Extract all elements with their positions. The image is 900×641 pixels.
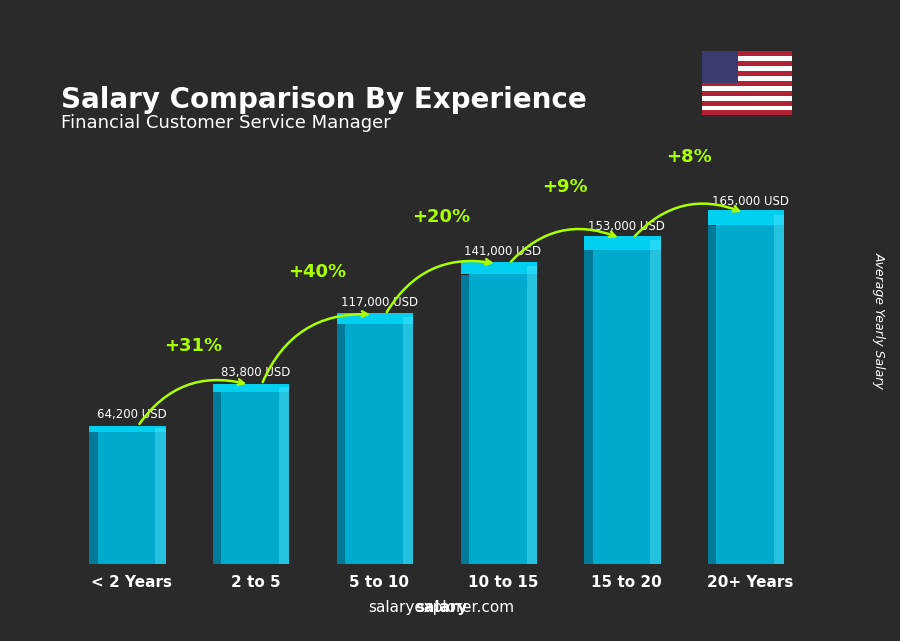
FancyBboxPatch shape	[526, 266, 537, 564]
FancyBboxPatch shape	[89, 426, 166, 432]
FancyBboxPatch shape	[584, 250, 592, 564]
Text: Financial Customer Service Manager: Financial Customer Service Manager	[61, 113, 391, 131]
Text: +20%: +20%	[412, 208, 470, 226]
Text: salaryexplorer.com: salaryexplorer.com	[368, 600, 514, 615]
FancyBboxPatch shape	[461, 262, 537, 274]
FancyBboxPatch shape	[89, 432, 97, 564]
Text: 83,800 USD: 83,800 USD	[220, 367, 290, 379]
FancyBboxPatch shape	[156, 428, 166, 564]
Text: 64,200 USD: 64,200 USD	[97, 408, 166, 421]
FancyBboxPatch shape	[337, 313, 413, 324]
FancyBboxPatch shape	[97, 428, 166, 564]
FancyBboxPatch shape	[345, 317, 413, 564]
FancyBboxPatch shape	[279, 387, 290, 564]
Text: salary: salary	[415, 600, 467, 615]
Bar	[702, 56, 792, 61]
Text: 117,000 USD: 117,000 USD	[340, 296, 418, 309]
FancyBboxPatch shape	[461, 275, 469, 564]
FancyBboxPatch shape	[213, 385, 290, 392]
FancyBboxPatch shape	[221, 387, 290, 564]
Text: +40%: +40%	[288, 263, 346, 281]
Text: +9%: +9%	[542, 178, 588, 196]
Bar	[702, 110, 792, 115]
Bar	[702, 101, 792, 106]
Text: Salary Comparison By Experience: Salary Comparison By Experience	[61, 86, 587, 114]
Text: Average Yearly Salary: Average Yearly Salary	[873, 252, 886, 389]
FancyBboxPatch shape	[403, 317, 413, 564]
FancyBboxPatch shape	[702, 51, 738, 83]
FancyBboxPatch shape	[716, 215, 785, 564]
Text: 141,000 USD: 141,000 USD	[464, 246, 542, 258]
FancyBboxPatch shape	[337, 324, 345, 564]
Text: 165,000 USD: 165,000 USD	[712, 195, 789, 208]
Bar	[702, 86, 792, 91]
FancyBboxPatch shape	[584, 236, 661, 249]
Bar	[702, 66, 792, 71]
FancyBboxPatch shape	[592, 240, 661, 564]
Bar	[702, 81, 792, 86]
Bar	[702, 106, 792, 110]
Bar	[702, 91, 792, 96]
Bar	[702, 61, 792, 66]
Text: 153,000 USD: 153,000 USD	[589, 220, 665, 233]
Text: +31%: +31%	[165, 337, 222, 355]
FancyBboxPatch shape	[213, 392, 221, 564]
Bar	[702, 96, 792, 101]
FancyBboxPatch shape	[469, 266, 537, 564]
Text: +8%: +8%	[666, 149, 711, 167]
Bar	[702, 71, 792, 76]
Bar	[702, 76, 792, 81]
FancyBboxPatch shape	[651, 240, 661, 564]
FancyBboxPatch shape	[774, 215, 785, 564]
FancyBboxPatch shape	[708, 210, 785, 225]
FancyBboxPatch shape	[708, 226, 716, 564]
Bar	[702, 51, 792, 56]
